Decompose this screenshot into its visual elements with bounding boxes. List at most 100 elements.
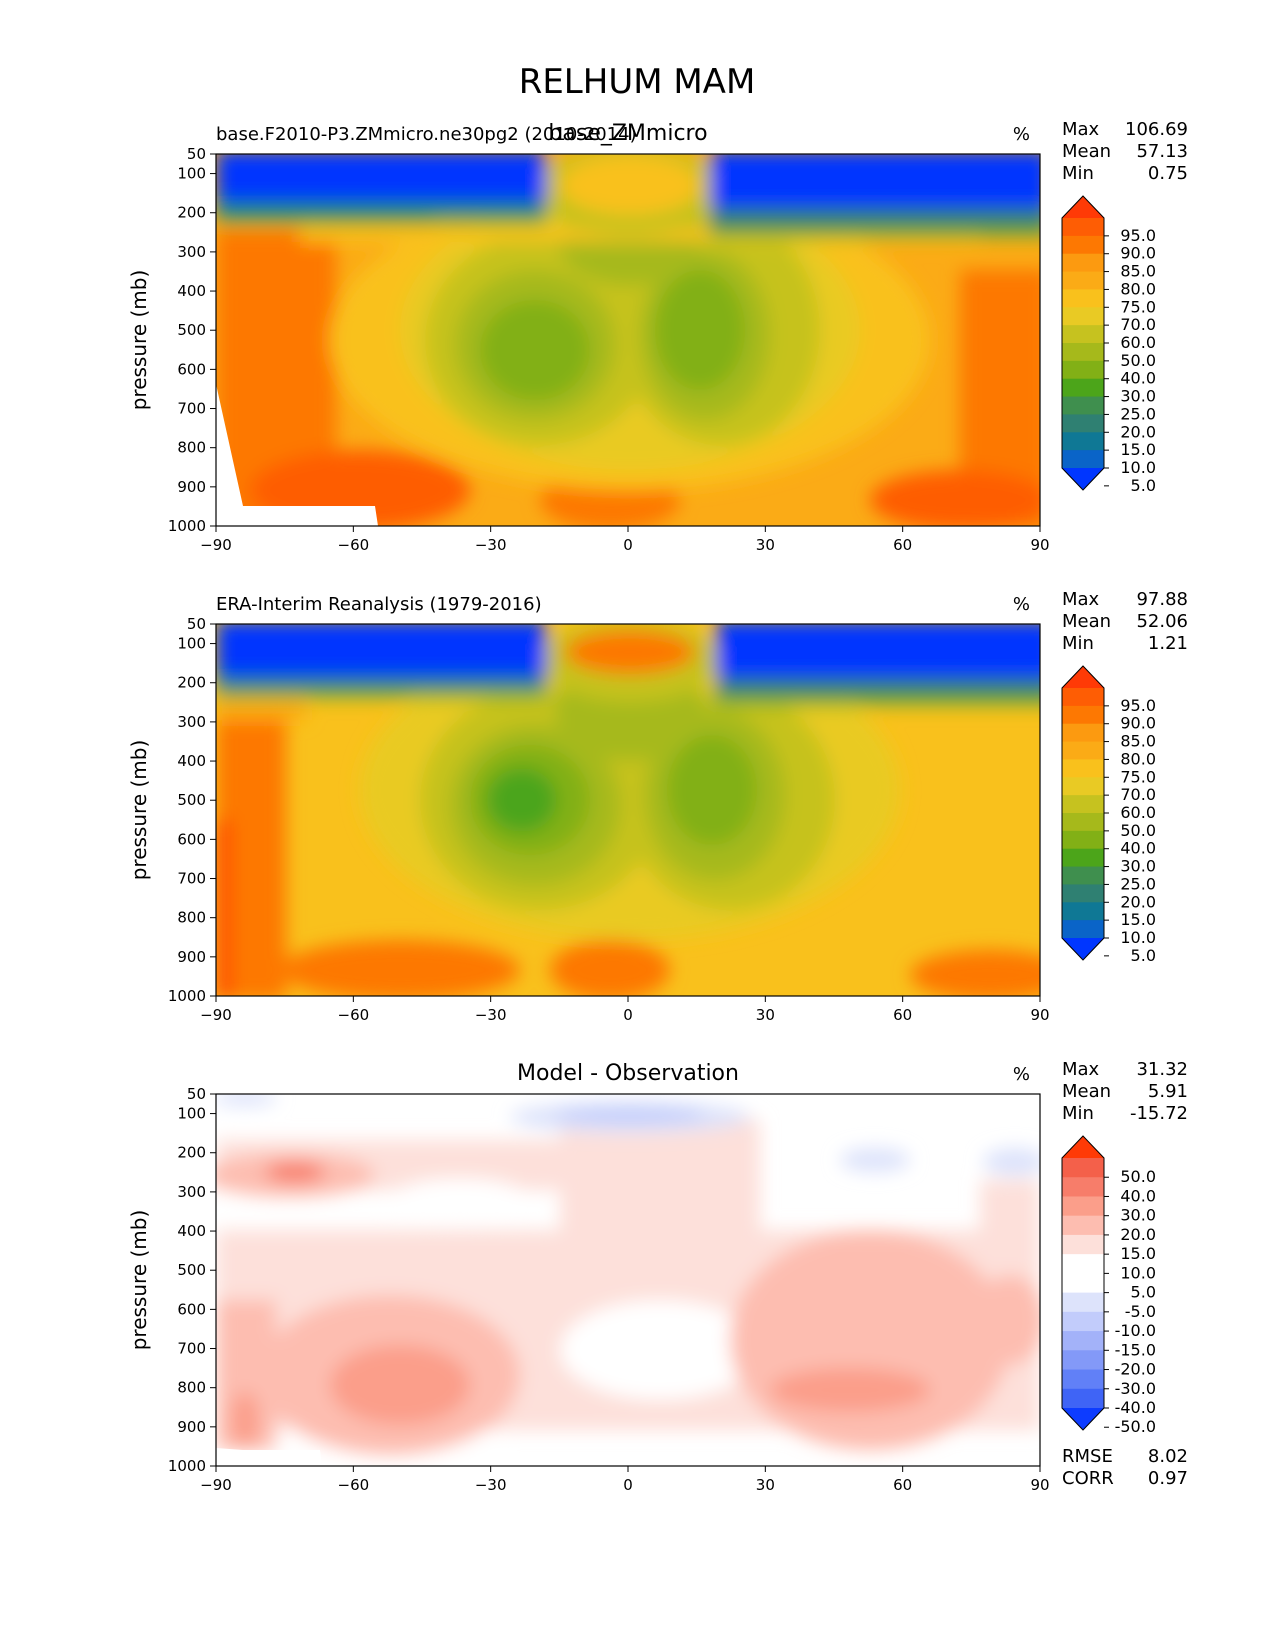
colorbar-segment xyxy=(1062,1273,1104,1294)
colorbar-segment xyxy=(1062,1388,1104,1409)
x-tick-label: −90 xyxy=(200,1006,232,1024)
colorbar-level-label: 25.0 xyxy=(1120,404,1156,423)
colorbar-segment xyxy=(1062,378,1104,398)
colorbar-segment xyxy=(1062,289,1104,308)
colorbar-segment xyxy=(1062,396,1104,415)
y-tick-label: 200 xyxy=(177,674,206,692)
colorbar-segment xyxy=(1062,884,1104,903)
panel-obs-ylabel: pressure (mb) xyxy=(127,740,151,881)
x-tick-label: −90 xyxy=(200,1476,232,1494)
stat-label: Min xyxy=(1062,1103,1094,1124)
panel-diff: Model - Observation % xyxy=(127,1059,1188,1494)
stat-value: 5.91 xyxy=(1148,1081,1188,1102)
x-tick-label: 60 xyxy=(893,1006,912,1024)
stat-value: 31.32 xyxy=(1136,1059,1188,1080)
x-tick-label: 0 xyxy=(623,536,633,554)
x-tick-label: −30 xyxy=(475,1476,507,1494)
colorbar-segment xyxy=(1062,1196,1104,1217)
colorbar-extend-min xyxy=(1062,938,1104,960)
colorbar-segment xyxy=(1062,777,1104,796)
y-tick-label: 1000 xyxy=(168,987,206,1005)
panel-diff-colorbar: 50.040.030.020.015.010.05.0-5.0-10.0-15.… xyxy=(1061,1135,1156,1436)
x-tick-label: 30 xyxy=(756,536,775,554)
colorbar-extend-max xyxy=(1062,1136,1104,1158)
stat-value: -15.72 xyxy=(1130,1103,1188,1124)
colorbar-level-label: -20.0 xyxy=(1115,1360,1156,1379)
colorbar-level-label: 50.0 xyxy=(1120,821,1156,840)
y-tick-label: 500 xyxy=(177,1261,206,1279)
panel-obs: ERA-Interim Reanalysis (1979-2016) % xyxy=(127,589,1188,1024)
x-tick-label: 60 xyxy=(893,1476,912,1494)
panel-obs-left-title: ERA-Interim Reanalysis (1979-2016) xyxy=(216,594,542,615)
panel-diff-field xyxy=(216,1094,1040,1466)
x-tick-label: 30 xyxy=(756,1006,775,1024)
panel-diff-x-axis: −90 −60 −30 0 30 60 90 xyxy=(200,1466,1050,1494)
y-tick-label: 100 xyxy=(177,635,206,653)
stat-label: Mean xyxy=(1062,1081,1111,1102)
colorbar-level-label: 40.0 xyxy=(1120,369,1156,388)
y-tick-label: 300 xyxy=(177,243,206,261)
y-tick-label: 900 xyxy=(177,478,206,496)
colorbar-extend-min xyxy=(1062,1408,1104,1430)
panel-diff-y-axis: 50 100 200 300 400 500 600 700 800 900 1000 xyxy=(168,1085,216,1475)
x-tick-label: −30 xyxy=(475,536,507,554)
panel-model: base.F2010-P3.ZMmicro.ne30pg2 (2010-2014… xyxy=(127,119,1188,554)
colorbar-segment xyxy=(1062,920,1104,939)
x-tick-label: 30 xyxy=(756,1476,775,1494)
colorbar-segment xyxy=(1062,1234,1104,1255)
colorbar-segment xyxy=(1062,830,1104,850)
panel-model-x-axis: −90 −60 −30 0 30 60 90 xyxy=(200,526,1050,554)
stat-value: 8.02 xyxy=(1148,1446,1188,1467)
colorbar-segment xyxy=(1062,795,1104,814)
colorbar-level-label: 95.0 xyxy=(1120,226,1156,245)
stat-label: Mean xyxy=(1062,141,1111,162)
panel-obs-units: % xyxy=(1013,594,1030,615)
colorbar-level-label: 40.0 xyxy=(1120,839,1156,858)
colorbar-level-label: 80.0 xyxy=(1120,279,1156,298)
colorbar-segment xyxy=(1062,741,1104,760)
colorbar-level-label: 85.0 xyxy=(1120,732,1156,751)
y-tick-label: 200 xyxy=(177,1144,206,1162)
panel-model-left-title: base.F2010-P3.ZMmicro.ne30pg2 (2010-2014… xyxy=(216,124,637,145)
x-tick-label: −60 xyxy=(338,1476,370,1494)
panel-obs-field xyxy=(216,624,1040,996)
colorbar-level-label: 20.0 xyxy=(1120,892,1156,911)
panel-diff-ylabel: pressure (mb) xyxy=(127,1210,151,1351)
colorbar-extend-min xyxy=(1062,468,1104,490)
panel-diff-units: % xyxy=(1013,1064,1030,1085)
colorbar-segment xyxy=(1062,1311,1104,1332)
y-tick-label: 50 xyxy=(187,145,206,163)
panel-obs-colorbar: 95.090.085.080.075.070.060.050.040.030.0… xyxy=(1061,665,1156,965)
y-tick-label: 200 xyxy=(177,204,206,222)
colorbar-segment xyxy=(1062,235,1104,255)
stat-value: 97.88 xyxy=(1136,589,1188,610)
x-tick-label: 0 xyxy=(623,1006,633,1024)
colorbar-level-label: 15.0 xyxy=(1120,440,1156,459)
colorbar-segment xyxy=(1062,1158,1104,1178)
y-tick-label: 400 xyxy=(177,282,206,300)
stat-value: 0.75 xyxy=(1148,163,1188,184)
y-tick-label: 900 xyxy=(177,948,206,966)
x-tick-label: 90 xyxy=(1030,1006,1049,1024)
colorbar-level-label: -10.0 xyxy=(1115,1321,1156,1340)
colorbar-segment xyxy=(1062,688,1104,707)
panel-model-stats: Max 106.69 Mean 57.13 Min 0.75 xyxy=(1062,119,1188,184)
y-tick-label: 700 xyxy=(177,400,206,418)
stat-label: Mean xyxy=(1062,611,1111,632)
y-tick-label: 600 xyxy=(177,1300,206,1318)
colorbar-level-label: 90.0 xyxy=(1120,244,1156,263)
stat-value: 106.69 xyxy=(1125,119,1188,140)
y-tick-label: 300 xyxy=(177,713,206,731)
colorbar-level-label: 15.0 xyxy=(1120,910,1156,929)
colorbar-segment xyxy=(1062,1369,1104,1390)
colorbar-segment xyxy=(1062,1215,1104,1236)
y-tick-label: 400 xyxy=(177,1222,206,1240)
colorbar-level-label: 75.0 xyxy=(1120,297,1156,316)
colorbar-segment xyxy=(1062,1177,1104,1197)
stat-value: 57.13 xyxy=(1136,141,1188,162)
colorbar-segment xyxy=(1062,705,1104,725)
colorbar-segment xyxy=(1062,360,1104,380)
colorbar-level-label: 30.0 xyxy=(1120,857,1156,876)
colorbar-level-label: 60.0 xyxy=(1120,333,1156,352)
